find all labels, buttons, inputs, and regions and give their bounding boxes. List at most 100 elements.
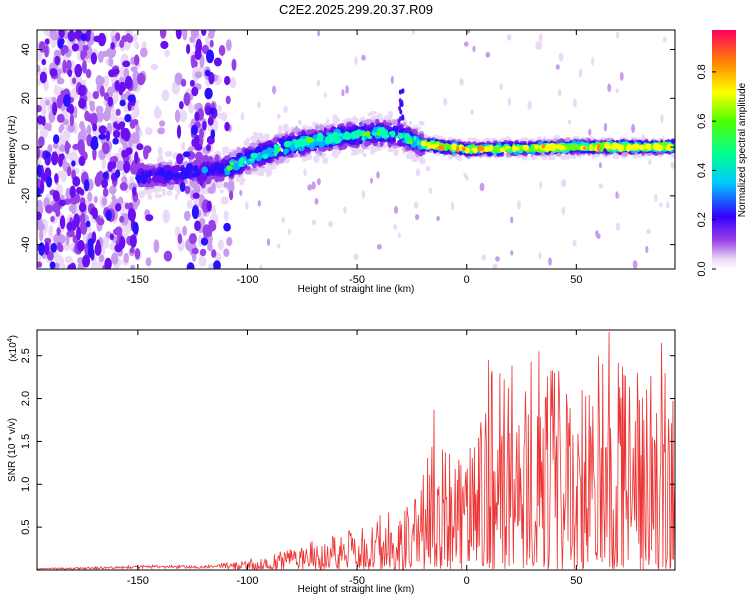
x-tick-label: -100 — [236, 575, 258, 587]
spectrogram-cell — [189, 79, 195, 87]
spectrogram-cell — [163, 250, 173, 262]
spectrogram-cell — [71, 160, 76, 167]
spectrogram-cell — [538, 33, 543, 42]
x-tick-label: 50 — [570, 274, 582, 286]
spectrogram-cell — [382, 133, 390, 139]
spectrogram-cell — [90, 207, 98, 217]
spectrogram-cell — [60, 168, 67, 183]
spectrogram-cell — [174, 72, 183, 86]
spectrogram-cell — [227, 179, 235, 194]
spectrogram-cell — [215, 164, 221, 170]
spectrogram-cell — [37, 146, 41, 160]
spectrogram-cell — [67, 30, 76, 42]
spectrogram-cell — [59, 153, 65, 161]
spectrogram-cell — [209, 107, 215, 115]
spectrogram-cell — [175, 30, 182, 40]
colorbar-tick-label: 0.6 — [696, 114, 708, 129]
spectrogram-cell — [57, 241, 62, 252]
spectrogram-cell — [615, 191, 619, 199]
spectrogram-cell — [179, 101, 184, 110]
spectrogram-cell — [119, 39, 125, 49]
spectrogram-cell — [311, 219, 317, 226]
spectrogram-cell — [610, 146, 618, 150]
y-tick-label: 0 — [20, 144, 32, 150]
spectrogram-cell — [182, 170, 188, 177]
spectrogram-cell — [598, 162, 602, 169]
spectrogram-cell — [182, 225, 188, 236]
spectrogram-cell — [53, 134, 60, 145]
spectrogram-cell — [473, 147, 478, 154]
x-tick-label: 0 — [464, 575, 470, 587]
spectrogram-cell — [191, 173, 198, 178]
spectrogram-cell — [369, 139, 376, 143]
spectrogram-cell — [45, 204, 53, 214]
spectrogram-cell — [283, 148, 288, 155]
spectrogram-cell — [80, 50, 86, 61]
spectrogram-cell — [95, 239, 101, 252]
spectrogram-cell — [184, 210, 191, 221]
spectrogram-cell — [257, 101, 261, 108]
spectrogram-cell — [561, 178, 567, 188]
spectrogram-cell — [56, 113, 65, 123]
spectrogram-cell — [110, 42, 115, 50]
spectrogram-cell — [361, 132, 369, 136]
spectrogram-cell — [86, 124, 92, 136]
spectrogram-cell — [226, 236, 233, 247]
spectrogram-cell — [670, 161, 675, 169]
spectrogram-cell — [631, 123, 636, 133]
spectrogram-cell — [530, 144, 535, 149]
spectrogram-cell — [470, 109, 474, 115]
spectrogram-cell — [186, 43, 191, 55]
spectrogram-cell — [450, 201, 455, 211]
spectrogram-cell — [193, 134, 200, 146]
spectrogram-cell — [136, 171, 142, 177]
spectrogram-cell — [572, 239, 577, 247]
spectrogram-cell — [181, 141, 186, 151]
spectrogram-cell — [359, 149, 364, 155]
spectrogram-cell — [194, 111, 200, 122]
spectrogram-cell — [365, 118, 371, 126]
svg-text:(x104): (x104) — [7, 335, 19, 362]
spectrogram-cell — [194, 71, 202, 79]
spectrogram-cell — [132, 186, 137, 197]
spectrogram-cell — [85, 220, 91, 228]
colorbar-tick-label: 0.4 — [696, 163, 708, 178]
spectrogram-cell — [544, 146, 549, 152]
spectrogram-cell — [226, 165, 232, 171]
spectrogram-cell — [430, 144, 437, 149]
spectrogram-cell — [114, 80, 120, 92]
spectrogram-cell — [350, 152, 356, 156]
spectrogram-cell — [136, 143, 144, 151]
spectrogram-cell — [499, 147, 506, 153]
spectrogram-cell — [69, 113, 75, 127]
spectrogram-cell — [387, 111, 393, 118]
spectrogram-cell — [561, 146, 567, 151]
spectrogram-cell — [136, 72, 146, 86]
spectrogram-cell — [274, 149, 278, 157]
spectrogram-cell — [41, 116, 46, 126]
spectrogram-cell — [37, 64, 41, 73]
spectrogram-cell — [153, 239, 160, 253]
spectrogram-cell — [217, 239, 224, 251]
spectrogram-cell — [166, 190, 173, 196]
spectrogram-cell — [57, 77, 65, 85]
spectrogram-cell — [66, 166, 72, 177]
spectrogram-cell — [37, 252, 42, 265]
spectrogram-cell — [648, 159, 652, 165]
spectrogram-cell — [79, 202, 87, 213]
spectrogram-cell — [152, 177, 157, 182]
spectrogram-cell — [541, 144, 546, 149]
spectrogram-cell — [251, 167, 258, 172]
spectrogram-cell — [150, 63, 159, 70]
spectrogram-cell — [328, 221, 334, 228]
spectrogram-cell — [159, 30, 167, 39]
spectrogram-cell — [354, 56, 358, 65]
spectrogram-cell — [58, 199, 66, 207]
spectrogram-cell — [459, 144, 463, 152]
spectrogram-cell — [485, 51, 491, 58]
spectrogram-cell — [314, 124, 320, 132]
spectrogram-cell — [369, 111, 377, 115]
spectrogram-cell — [176, 167, 181, 171]
spectrogram-cell — [72, 77, 77, 85]
spectrogram-cell — [403, 121, 407, 127]
